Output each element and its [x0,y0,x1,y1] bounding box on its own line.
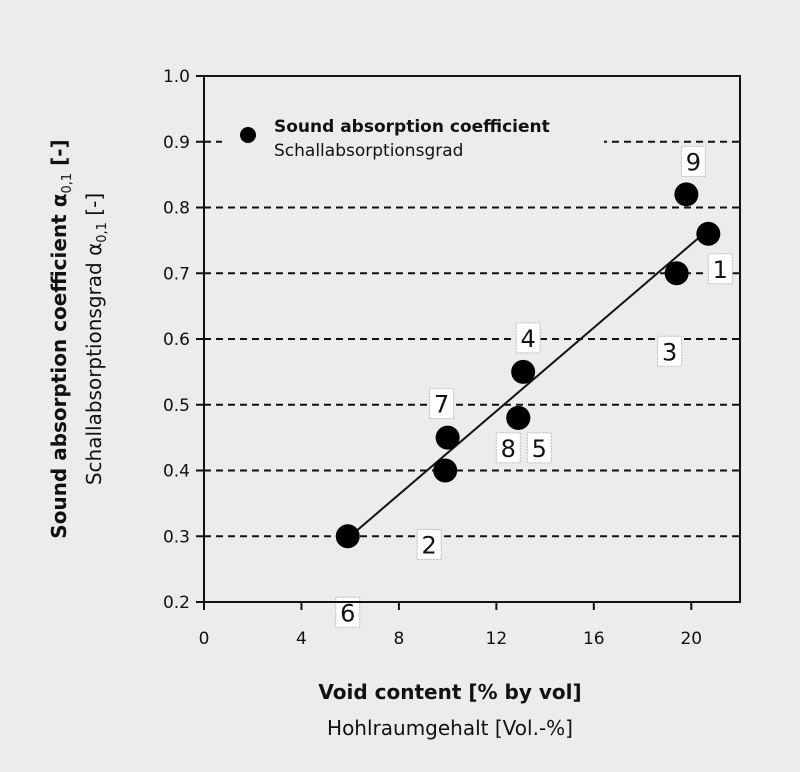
legend-entry-sub: Schallabsorptionsgrad [274,141,463,161]
data-point-7 [435,425,460,450]
x-axis-title-sub: Hohlraumgehalt [Vol.-%] [327,716,573,740]
point-label-box-7 [429,388,455,420]
point-label-text-3: 3 [662,338,677,366]
point-label-2: 2 [416,529,442,560]
point-label-text-6: 6 [340,599,355,627]
data-point-2 [433,458,458,483]
x-tick-label-5: 20 [680,629,702,649]
regression-line [349,233,705,538]
point-label-8: 8 [495,432,521,464]
point-label-text-2: 2 [422,532,437,560]
y-tick-label-4: 0.6 [163,330,190,350]
legend-entry-main: Sound absorption coefficient [274,117,550,137]
y-axis-title-main-subscript: 0,1 [60,173,75,194]
data-point-4 [511,359,536,384]
point-label-text-8: 8 [501,435,516,463]
x-axis-title-main: Void content [% by vol] [318,680,581,704]
point-label-1: 1 [707,253,733,285]
x-tick-label-0: 0 [199,629,210,649]
data-point-8 [506,405,531,430]
point-label-box-9 [680,145,706,177]
point-label-text-1: 1 [713,256,728,284]
point-label-9: 9 [680,145,706,177]
point-label-text-4: 4 [521,325,536,353]
data-point-6 [335,524,360,549]
point-labels: 1 2 3 4 5 6 7 8 9 [335,145,733,628]
point-label-box-1 [707,253,733,285]
point-label-text-9: 9 [686,148,701,176]
point-label-box-5 [526,432,552,464]
point-label-4: 4 [515,322,541,354]
data-point-9 [674,182,699,207]
x-tick-label-2: 8 [393,629,404,649]
x-tick-label-4: 16 [583,629,605,649]
y-tick-label-7: 0.9 [163,133,190,153]
point-label-text-5: 5 [532,435,547,463]
point-label-box-2 [416,529,442,560]
y-tick-label-1: 0.3 [163,527,190,547]
y-tick-label-6: 0.8 [163,199,190,219]
y-axis-title-main: Sound absorption coefficient α0,1 [-] [47,139,75,538]
point-label-5: 5 [526,432,552,464]
point-label-7: 7 [429,388,455,420]
y-tick-label-5: 0.7 [163,264,190,284]
y-tick-label-2: 0.4 [163,462,190,482]
tick-labels: 0.2 0.3 0.4 0.5 0.6 0.7 0.8 0.9 1.0 0 4 8 12 16 20 [163,67,702,649]
y-axis-title-sub-text: Schallabsorptionsgrad α [82,243,106,485]
y-tick-label-3: 0.5 [163,396,190,416]
y-axis-title-sub-suffix: [-] [82,193,106,222]
y-tick-label-0: 0.2 [163,593,190,613]
y-axis-title-sub: Schallabsorptionsgrad α0,1 [-] [82,193,110,485]
x-tick-label-1: 4 [296,629,307,649]
y-axis-title-main-text: Sound absorption coefficient α [47,194,71,539]
point-label-box-4 [515,322,541,354]
y-tick-label-8: 1.0 [163,67,190,87]
regression-line-group [349,233,705,538]
data-point-1 [696,221,721,246]
point-label-text-7: 7 [434,391,449,419]
x-tick-label-3: 12 [486,629,508,649]
legend-background [222,112,604,164]
point-label-box-8 [495,432,521,464]
y-axis-title-sub-subscript: 0,1 [95,222,110,243]
data-point-3 [664,261,689,286]
legend-marker [240,127,256,143]
legend: Sound absorption coefficient Schallabsor… [240,117,550,161]
data-points [335,182,721,549]
point-label-box-3 [657,335,683,367]
y-axis-title-main-suffix: [-] [47,139,71,173]
point-label-3: 3 [657,335,683,367]
